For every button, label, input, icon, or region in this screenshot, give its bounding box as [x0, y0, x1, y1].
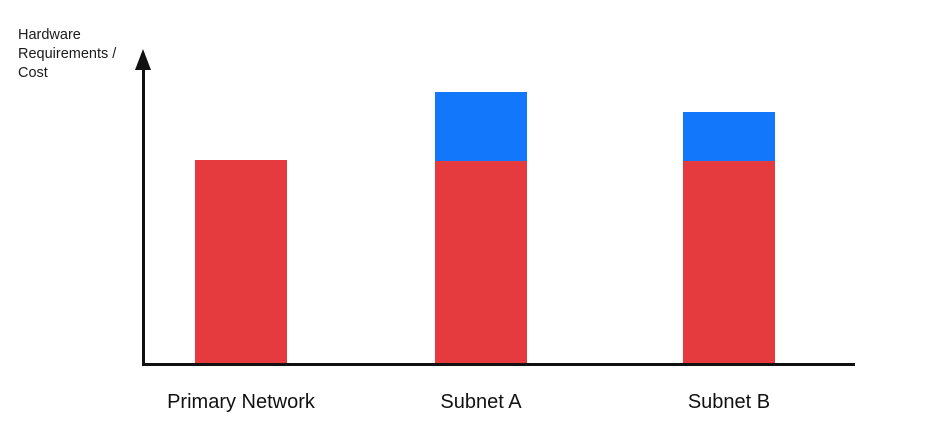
bar-segment-blue-1	[435, 92, 527, 161]
y-axis-arrowhead-icon	[135, 49, 151, 70]
plot-area	[195, 92, 775, 363]
y-axis-label: Hardware Requirements / Cost	[18, 27, 117, 81]
bar-segment-red-0	[195, 160, 287, 363]
bar-segment-red-1	[435, 161, 527, 363]
bar-segment-blue-2	[683, 112, 775, 161]
x-axis-line	[142, 363, 855, 366]
category-label-subnet-b: Subnet B	[687, 390, 771, 413]
bar-segment-red-2	[683, 161, 775, 363]
category-label-subnet-a: Subnet A	[440, 390, 522, 413]
y-axis-line	[142, 64, 145, 366]
category-label-primary-network: Primary Network	[167, 390, 315, 413]
